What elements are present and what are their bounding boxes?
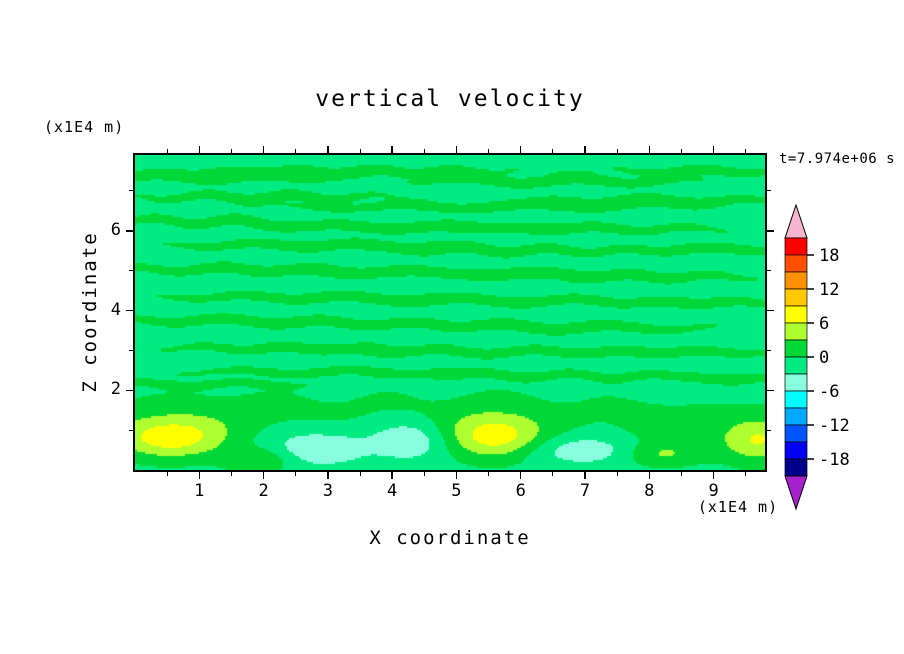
contour-field-canvas xyxy=(135,155,765,470)
z-tick-label: 2 xyxy=(110,379,121,400)
z-major-tick xyxy=(767,230,774,232)
x-major-tick xyxy=(198,146,201,153)
plot-title: vertical velocity xyxy=(315,86,585,112)
colorbar-arrow-bottom xyxy=(784,475,808,511)
x-major-tick xyxy=(712,146,715,153)
x-minor-tick xyxy=(552,149,554,153)
x-minor-tick xyxy=(230,149,232,153)
x-minor-tick xyxy=(488,472,490,476)
z-minor-tick xyxy=(129,190,133,192)
x-axis-title: X coordinate xyxy=(369,527,531,549)
x-minor-tick xyxy=(616,472,618,476)
x-minor-tick xyxy=(359,472,361,476)
time-annotation: t=7.974e+06 s xyxy=(779,151,896,167)
x-major-tick xyxy=(455,472,458,479)
z-major-tick xyxy=(126,309,133,312)
z-minor-tick xyxy=(129,270,133,272)
x-major-tick xyxy=(648,146,651,153)
x-major-tick xyxy=(327,472,329,479)
colorbar-segment xyxy=(784,254,808,273)
colorbar-label: 12 xyxy=(819,280,839,300)
z-minor-tick xyxy=(129,429,133,431)
x-minor-tick xyxy=(230,472,232,476)
colorbar-segment xyxy=(784,441,808,460)
x-major-tick xyxy=(391,146,393,153)
colorbar-segment xyxy=(784,288,808,307)
x-major-tick xyxy=(262,472,265,479)
x-minor-tick xyxy=(745,149,747,153)
x-tick-label: 2 xyxy=(258,481,269,501)
x-axis-unit-label: (x1E4 m) xyxy=(697,498,779,516)
colorbar-segment xyxy=(784,271,808,290)
x-major-tick xyxy=(391,472,393,479)
plot-area: 1 2 3 4 5 6 7 8 9 2 4 6 xyxy=(111,146,774,501)
x-minor-tick xyxy=(166,472,168,476)
colorbar-segment xyxy=(784,373,808,392)
x-major-tick xyxy=(584,472,586,479)
x-major-tick xyxy=(712,472,715,479)
x-major-tick xyxy=(198,472,201,479)
x-tick-label: 4 xyxy=(387,481,398,501)
x-tick-label: 9 xyxy=(708,481,719,501)
colorbar-segment xyxy=(784,339,808,358)
colorbar-label: 6 xyxy=(819,314,829,334)
x-minor-tick xyxy=(680,149,682,153)
z-axis-unit-label: (x1E4 m) xyxy=(44,118,125,136)
colorbar-label: -6 xyxy=(819,382,839,402)
z-tick-label: 4 xyxy=(110,299,121,320)
x-minor-tick xyxy=(295,149,297,153)
x-tick-label: 8 xyxy=(644,481,655,501)
colorbar-label: 18 xyxy=(819,246,839,266)
colorbar: 18 12 6 0 -6 -12 -18 xyxy=(784,204,850,511)
x-minor-tick xyxy=(745,472,747,476)
x-tick-label: 5 xyxy=(451,481,462,501)
colorbar-segment xyxy=(784,237,808,256)
colorbar-segment xyxy=(784,322,808,341)
z-major-tick xyxy=(126,389,133,391)
x-minor-tick xyxy=(488,149,490,153)
colorbar-label: -18 xyxy=(819,450,850,470)
colorbar-segment xyxy=(784,390,808,409)
x-minor-tick xyxy=(552,472,554,476)
x-major-tick xyxy=(327,146,329,153)
z-tick-label: 6 xyxy=(110,219,121,240)
colorbar-segment xyxy=(784,305,808,324)
z-major-tick xyxy=(767,309,774,312)
colorbar-label: -12 xyxy=(819,416,850,436)
x-minor-tick xyxy=(680,472,682,476)
x-major-tick xyxy=(648,472,651,479)
x-minor-tick xyxy=(166,149,168,153)
colorbar-arrow-top xyxy=(784,204,808,239)
x-minor-tick xyxy=(423,472,425,476)
z-major-tick xyxy=(767,389,774,391)
z-minor-tick xyxy=(129,349,133,351)
x-minor-tick xyxy=(295,472,297,476)
colorbar-segment xyxy=(784,356,808,375)
x-tick-label: 3 xyxy=(322,481,333,501)
z-minor-tick xyxy=(767,349,771,351)
colorbar-segment xyxy=(784,407,808,426)
z-minor-tick xyxy=(767,429,771,431)
x-major-tick xyxy=(455,146,458,153)
colorbar-label: 0 xyxy=(819,348,829,368)
x-tick-label: 1 xyxy=(194,481,205,501)
colorbar-segment xyxy=(784,424,808,443)
x-minor-tick xyxy=(423,149,425,153)
z-minor-tick xyxy=(767,190,771,192)
x-tick-label: 7 xyxy=(579,481,591,501)
x-major-tick xyxy=(519,472,522,479)
x-minor-tick xyxy=(616,149,618,153)
colorbar-segment xyxy=(784,458,808,477)
z-major-tick xyxy=(126,230,133,232)
x-minor-tick xyxy=(359,149,361,153)
x-tick-label: 6 xyxy=(515,481,526,501)
z-minor-tick xyxy=(767,270,771,272)
x-major-tick xyxy=(519,146,522,153)
x-major-tick xyxy=(262,146,265,153)
x-major-tick xyxy=(584,146,586,153)
